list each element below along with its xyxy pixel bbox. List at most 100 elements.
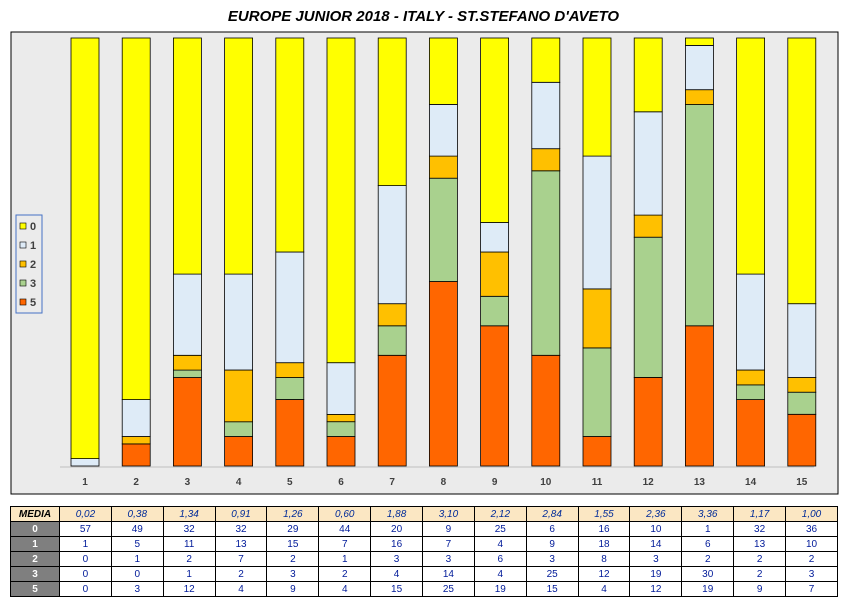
table-cell: 0,38 (110, 506, 164, 522)
bar-segment-14-0 (736, 37, 765, 275)
bar-segment-13-3 (685, 104, 714, 327)
table-cell: 2,36 (629, 506, 683, 522)
table-cell: 9 (266, 581, 320, 597)
row-header: MEDIA (10, 506, 60, 522)
table-cell: 8 (577, 551, 631, 567)
bar-segment-12-5 (633, 376, 663, 467)
x-tick-label: 10 (540, 477, 552, 488)
x-tick-label: 15 (796, 477, 808, 488)
bar-segment-7-3 (377, 325, 407, 356)
table-cell: 32 (214, 521, 268, 537)
bar-segment-12-3 (633, 236, 663, 378)
bar-segment-2-0 (121, 37, 151, 401)
bar-segment-15-2 (787, 376, 817, 393)
bar-segment-11-1 (582, 155, 612, 290)
bar-segment-2-1 (121, 399, 151, 437)
x-tick-label: 12 (643, 477, 655, 488)
x-tick-label: 2 (133, 477, 139, 488)
table-cell: 2 (681, 551, 735, 567)
x-tick-label: 11 (592, 477, 603, 488)
legend-label-1: 1 (30, 240, 36, 252)
media-row: MEDIA 0,02 0,38 1,34 0,91 1,26 0,60 1,88 3,10 2,1… (10, 506, 838, 522)
bar-segment-4-1 (224, 273, 254, 371)
table-cell: 2 (162, 551, 216, 567)
bar-segment-5-0 (275, 37, 305, 253)
row-header: 3 (10, 566, 60, 582)
bar-segment-8-2 (428, 155, 458, 179)
table-cell: 2 (318, 566, 372, 582)
table-cell: 1,00 (785, 506, 838, 522)
table-cell: 30 (681, 566, 735, 582)
bar-segment-9-2 (480, 251, 510, 297)
bar-segment-9-3 (480, 295, 510, 327)
bar-segment-3-1 (172, 273, 202, 356)
bar-segment-4-0 (224, 37, 254, 275)
bar-segment-11-5 (582, 436, 612, 467)
bar-segment-2-5 (121, 443, 151, 467)
bar-segment-14-2 (736, 369, 765, 386)
bar-segment-5-3 (275, 376, 305, 400)
bar-segment-6-3 (326, 421, 356, 437)
table-cell: 1 (110, 551, 164, 567)
legend-swatch-1 (19, 241, 27, 249)
table-cell: 3,36 (681, 506, 735, 522)
table-cell: 10 (629, 521, 683, 537)
table-cell: 25 (525, 566, 579, 582)
chart-title: EUROPE JUNIOR 2018 - ITALY - ST.STEFANO … (227, 8, 620, 25)
table-cell: 3 (422, 551, 475, 567)
table-cell: 3 (110, 581, 164, 597)
table-cell: 4 (577, 581, 631, 597)
bar-segment-5-1 (275, 251, 305, 364)
row-header: 0 (10, 521, 60, 537)
row-header: 2 (10, 551, 60, 567)
bar-segment-15-1 (787, 303, 817, 378)
count-row-5: 5 0 3 12 4 9 4 15 25 19 15 4 12 19 9 7 (10, 581, 838, 597)
table-cell: 1,17 (733, 506, 787, 522)
table-cell: 2,12 (473, 506, 527, 522)
table-cell: 0 (59, 581, 112, 597)
bar-segment-1-0 (70, 37, 100, 460)
table-cell: 0 (59, 551, 112, 567)
x-tick-label: 9 (492, 477, 498, 488)
table-cell: 1 (59, 536, 112, 552)
bar-segment-6-5 (326, 436, 356, 467)
table-cell: 3 (370, 551, 424, 567)
table-cell: 7 (785, 581, 838, 597)
bar-segment-4-3 (224, 421, 254, 437)
x-tick-label: 3 (185, 477, 191, 488)
table-cell: 1,55 (577, 506, 631, 522)
legend-swatch-3 (19, 279, 27, 287)
bar-segment-13-2 (685, 89, 714, 105)
table-cell: 12 (629, 581, 683, 597)
bar-segment-6-0 (326, 37, 356, 364)
table-cell: 19 (473, 581, 527, 597)
table-cell: 9 (422, 521, 475, 537)
table-cell: 11 (162, 536, 216, 552)
bar-segment-4-2 (224, 369, 254, 423)
bars-layer (70, 37, 817, 467)
bar-segment-7-2 (377, 303, 407, 327)
table-cell: 3 (266, 566, 320, 582)
table-cell: 0 (110, 566, 164, 582)
table-cell: 0,02 (59, 506, 112, 522)
table-cell: 14 (422, 566, 475, 582)
bar-segment-14-5 (736, 399, 765, 467)
bar-segment-8-5 (428, 281, 458, 467)
x-tick-label: 4 (236, 477, 242, 488)
bar-segment-11-2 (582, 288, 612, 349)
bar-segment-10-2 (531, 148, 561, 172)
table-cell: 6 (473, 551, 527, 567)
table-cell: 2,84 (525, 506, 579, 522)
table-cell: 3 (525, 551, 579, 567)
bar-segment-5-5 (275, 399, 305, 467)
legend-swatch-0 (19, 222, 27, 230)
table-cell: 4 (370, 566, 424, 582)
table-cell: 1,26 (266, 506, 320, 522)
table-cell: 32 (733, 521, 787, 537)
bar-segment-10-1 (531, 81, 561, 150)
table-cell: 4 (214, 581, 268, 597)
table-cell: 3,10 (422, 506, 475, 522)
bar-segment-7-1 (377, 185, 407, 305)
table-cell: 13 (733, 536, 787, 552)
